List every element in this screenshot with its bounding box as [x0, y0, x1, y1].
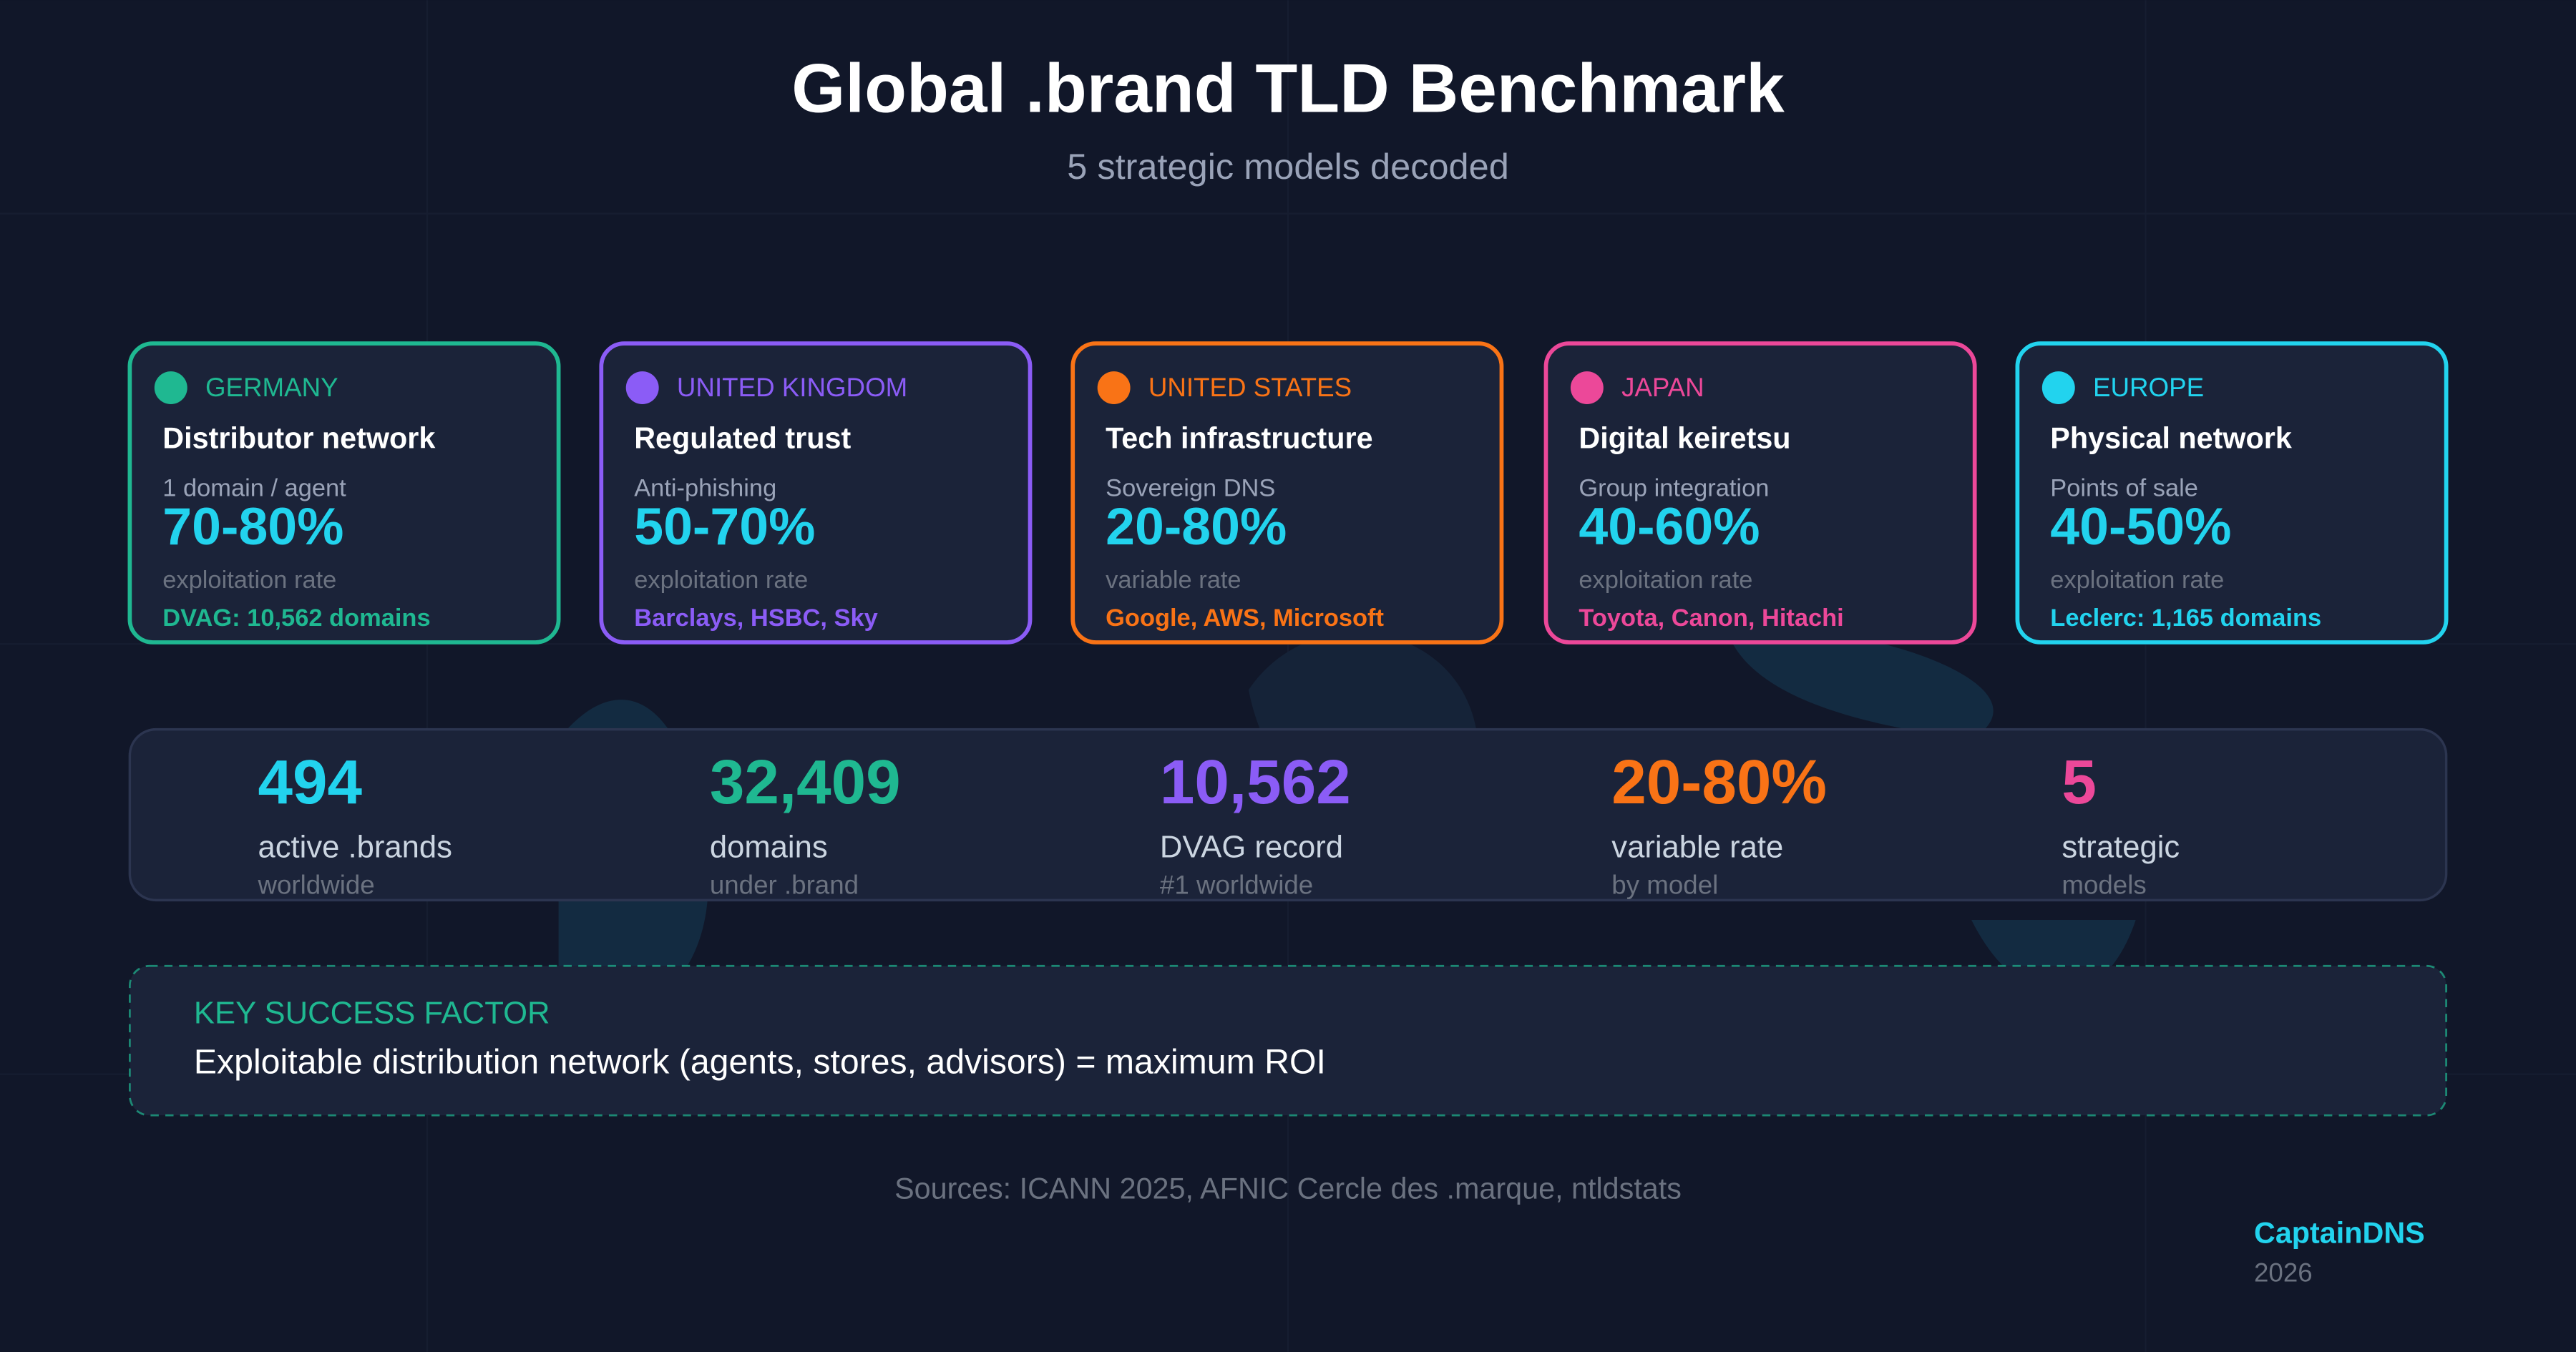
stat-value: 494 [258, 748, 362, 817]
stats-panel [128, 728, 2448, 902]
card-rate-label: exploitation rate [2050, 567, 2224, 594]
card-dot [1570, 371, 1604, 405]
card-box [2015, 341, 2449, 645]
year: 2026 [2254, 1258, 2313, 1288]
stat-value: 20-80% [1611, 748, 1827, 817]
card-model: Regulated trust [634, 421, 851, 454]
card-region: UNITED KINGDOM [677, 373, 907, 402]
key-factor-title: KEY SUCCESS FACTOR [194, 996, 550, 1031]
key-factor-panel [129, 964, 2448, 1117]
card-dot [2041, 371, 2075, 405]
stat-label: active .brands [258, 831, 452, 865]
card-region: EUROPE [2093, 373, 2204, 402]
card-model: Tech infrastructure [1106, 421, 1372, 454]
card-metric: Sovereign DNS [1106, 475, 1275, 502]
card-region: GERMANY [205, 373, 338, 402]
card-rate-label: variable rate [1106, 567, 1241, 594]
stat-note: #1 worldwide [1160, 871, 1313, 900]
card: GERMANY Distributor network 1 domain / age… [127, 341, 561, 645]
card: UNITED KINGDOM Regulated trust Anti-phishi… [599, 341, 1033, 645]
stat-note: worldwide [257, 871, 374, 900]
stat-label: strategic [2062, 831, 2180, 865]
stat-label: DVAG record [1160, 831, 1343, 865]
brand: CaptainDNS [2254, 1217, 2425, 1250]
card-rate-label: exploitation rate [162, 567, 336, 594]
card: EUROPE Physical network Points of sale40-5… [2015, 341, 2449, 645]
card-example: Google, AWS, Microsoft [1106, 604, 1384, 632]
stat-value: 5 [2062, 748, 2097, 817]
card-rate: 40-60% [1579, 496, 1760, 556]
card-rate: 40-50% [2050, 496, 2231, 556]
subtitle: 5 strategic models decoded [1067, 146, 1509, 187]
card-rate: 20-80% [1106, 496, 1287, 556]
card-box [1070, 341, 1504, 645]
sources: Sources: ICANN 2025, AFNIC Cercle des .m… [894, 1172, 1682, 1205]
card-metric: Points of sale [2050, 475, 2198, 502]
stat-note: models [2062, 871, 2146, 900]
card-dot [625, 371, 659, 405]
card-region: UNITED STATES [1148, 373, 1352, 402]
card-box [599, 341, 1033, 645]
card-example: Leclerc: 1,165 domains [2050, 604, 2321, 632]
stat-label: variable rate [1611, 831, 1783, 865]
card-example: Barclays, HSBC, Sky [634, 604, 878, 632]
card-rate-label: exploitation rate [634, 567, 808, 594]
card-rate: 50-70% [634, 496, 815, 556]
card-dot [1097, 371, 1131, 405]
card-model: Digital keiretsu [1579, 421, 1790, 454]
card-metric: 1 domain / agent [162, 475, 346, 502]
stats: 494 active .brands worldwide 32,409 domains u… [257, 748, 2180, 900]
stat-value: 32,409 [710, 748, 901, 817]
stat-note: under .brand [710, 871, 859, 900]
card-model: Distributor network [162, 421, 436, 454]
card-rate: 70-80% [162, 496, 343, 556]
stat-value: 10,562 [1160, 748, 1351, 817]
card: JAPAN Digital keiretsu Group integration40… [1543, 341, 1977, 645]
card-region: JAPAN [1621, 373, 1704, 402]
stat-note: by model [1611, 871, 1718, 900]
card-rate-label: exploitation rate [1579, 567, 1752, 594]
card-metric: Group integration [1579, 475, 1769, 502]
card-box [127, 341, 561, 645]
title: Global .brand TLD Benchmark [791, 51, 1785, 127]
card-example: DVAG: 10,562 domains [162, 604, 430, 632]
card: UNITED STATES Tech infrastructure Sovereig… [1070, 341, 1504, 645]
cards: GERMANY Distributor network 1 domain / age… [127, 341, 2449, 645]
stat-label: domains [710, 831, 828, 865]
key-factor-text: Exploitable distribution network (agents… [194, 1043, 1326, 1082]
card-metric: Anti-phishing [634, 475, 776, 502]
card-dot [154, 371, 187, 405]
card-box [1543, 341, 1977, 645]
card-model: Physical network [2050, 421, 2293, 454]
card-example: Toyota, Canon, Hitachi [1579, 604, 1843, 632]
